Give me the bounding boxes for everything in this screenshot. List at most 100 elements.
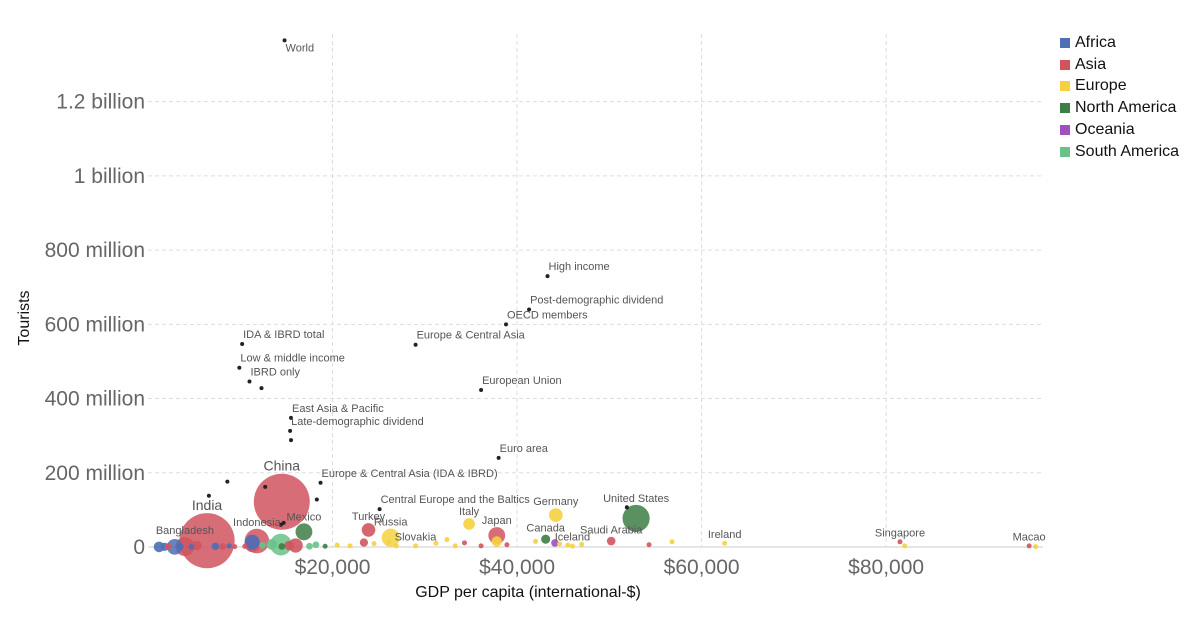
country-point[interactable] bbox=[211, 542, 220, 551]
legend-item-south-america[interactable]: South America bbox=[1060, 141, 1179, 163]
aggregate-point[interactable] bbox=[263, 484, 268, 489]
legend-item-oceania[interactable]: Oceania bbox=[1060, 119, 1179, 141]
country-point[interactable] bbox=[334, 542, 340, 548]
legend-swatch bbox=[1060, 146, 1070, 157]
aggregate-point[interactable] bbox=[413, 342, 418, 347]
country-point[interactable] bbox=[166, 538, 183, 555]
country-point[interactable] bbox=[478, 543, 484, 549]
country-point[interactable] bbox=[393, 543, 399, 549]
y-axis-title: Tourists bbox=[16, 290, 33, 345]
aggregate-point[interactable] bbox=[289, 438, 294, 443]
country-point[interactable] bbox=[452, 543, 458, 549]
legend-item-asia[interactable]: Asia bbox=[1060, 54, 1179, 76]
country-point[interactable] bbox=[347, 543, 353, 549]
legend-item-africa[interactable]: Africa bbox=[1060, 32, 1179, 54]
aggregate-point[interactable] bbox=[247, 379, 252, 384]
country-point[interactable] bbox=[557, 541, 563, 547]
country-point[interactable] bbox=[902, 543, 908, 549]
aggregate-point[interactable] bbox=[206, 493, 211, 498]
x-tick-label: $60,000 bbox=[664, 556, 740, 579]
point-iceland[interactable] bbox=[569, 543, 575, 549]
country-point[interactable] bbox=[306, 542, 313, 550]
point-china[interactable] bbox=[253, 473, 310, 530]
aggregate-point[interactable] bbox=[259, 386, 264, 391]
country-point[interactable] bbox=[259, 541, 266, 549]
aggregate-point[interactable] bbox=[289, 415, 294, 420]
point-italy[interactable] bbox=[463, 518, 475, 530]
country-point[interactable] bbox=[312, 541, 320, 549]
country-point[interactable] bbox=[176, 543, 184, 551]
country-point[interactable] bbox=[386, 539, 392, 545]
point-slovakia[interactable] bbox=[413, 543, 419, 549]
country-point[interactable] bbox=[579, 541, 585, 547]
country-point[interactable] bbox=[646, 542, 652, 548]
country-point[interactable] bbox=[551, 539, 559, 547]
aggregate-point[interactable] bbox=[624, 505, 629, 510]
country-point[interactable] bbox=[565, 542, 571, 548]
legend-label: Africa bbox=[1075, 33, 1116, 51]
point-united-states[interactable] bbox=[622, 504, 650, 533]
country-label: Germany bbox=[533, 496, 579, 508]
country-point[interactable] bbox=[444, 537, 450, 543]
country-point[interactable] bbox=[533, 538, 539, 544]
y-tick-label: 1.2 billion bbox=[56, 91, 145, 114]
country-point[interactable] bbox=[164, 543, 172, 550]
aggregate-point[interactable] bbox=[225, 479, 230, 484]
legend-item-north-america[interactable]: North America bbox=[1060, 97, 1179, 119]
point-ireland[interactable] bbox=[722, 540, 728, 546]
aggregate-point[interactable] bbox=[545, 274, 550, 279]
aggregate-point[interactable] bbox=[377, 507, 382, 512]
country-point[interactable] bbox=[491, 536, 502, 547]
point-macao[interactable] bbox=[1026, 543, 1032, 549]
country-point[interactable] bbox=[192, 540, 202, 551]
y-tick-label: 800 million bbox=[45, 239, 145, 262]
aggregate-label: Euro area bbox=[500, 443, 549, 455]
country-point[interactable] bbox=[188, 543, 195, 550]
aggregate-label: Low & middle income bbox=[240, 353, 345, 365]
point-mexico[interactable] bbox=[295, 523, 313, 541]
aggregate-point[interactable] bbox=[240, 341, 245, 346]
point-germany[interactable] bbox=[548, 508, 563, 522]
country-point[interactable] bbox=[242, 543, 248, 549]
country-point[interactable] bbox=[433, 540, 439, 546]
point-india[interactable] bbox=[179, 513, 235, 569]
country-point[interactable] bbox=[461, 540, 467, 546]
point-singapore[interactable] bbox=[897, 539, 903, 545]
country-point[interactable] bbox=[284, 540, 294, 551]
grid-layer bbox=[148, 34, 1043, 548]
country-point[interactable] bbox=[504, 542, 510, 548]
country-point[interactable] bbox=[232, 544, 238, 550]
country-point[interactable] bbox=[219, 543, 227, 550]
aggregate-point[interactable] bbox=[527, 307, 532, 312]
aggregate-point[interactable] bbox=[479, 388, 484, 393]
country-point[interactable] bbox=[371, 541, 377, 547]
country-point[interactable] bbox=[244, 534, 260, 550]
country-point[interactable] bbox=[322, 543, 328, 549]
aggregate-point[interactable] bbox=[288, 428, 293, 433]
aggregate-point[interactable] bbox=[314, 497, 319, 502]
country-point[interactable] bbox=[278, 543, 286, 550]
label-layer: China India United States Indonesia Banglade… bbox=[156, 42, 1046, 543]
aggregate-point[interactable] bbox=[282, 38, 287, 43]
country-point[interactable] bbox=[1033, 544, 1039, 550]
legend-label: Europe bbox=[1075, 77, 1127, 95]
country-point[interactable] bbox=[359, 538, 369, 547]
country-point[interactable] bbox=[669, 539, 675, 545]
point-canada[interactable] bbox=[541, 534, 551, 544]
country-point[interactable] bbox=[266, 539, 277, 550]
point-russia[interactable] bbox=[381, 528, 400, 547]
y-tick-label: 600 million bbox=[45, 313, 145, 336]
country-label: United States bbox=[603, 493, 670, 505]
aggregate-point[interactable] bbox=[496, 455, 501, 460]
country-point[interactable] bbox=[226, 543, 232, 549]
axis-layer: 0 200 million 400 million 600 million 800 mi… bbox=[45, 91, 924, 579]
aggregate-point[interactable] bbox=[504, 322, 508, 327]
point-turkey[interactable] bbox=[361, 523, 376, 537]
aggregate-point[interactable] bbox=[318, 480, 323, 485]
legend-item-europe[interactable]: Europe bbox=[1060, 76, 1179, 98]
point-saudi-arabia[interactable] bbox=[606, 536, 616, 546]
aggregate-point[interactable] bbox=[278, 522, 283, 527]
country-label: Italy bbox=[459, 506, 480, 518]
aggregate-point[interactable] bbox=[237, 365, 242, 370]
